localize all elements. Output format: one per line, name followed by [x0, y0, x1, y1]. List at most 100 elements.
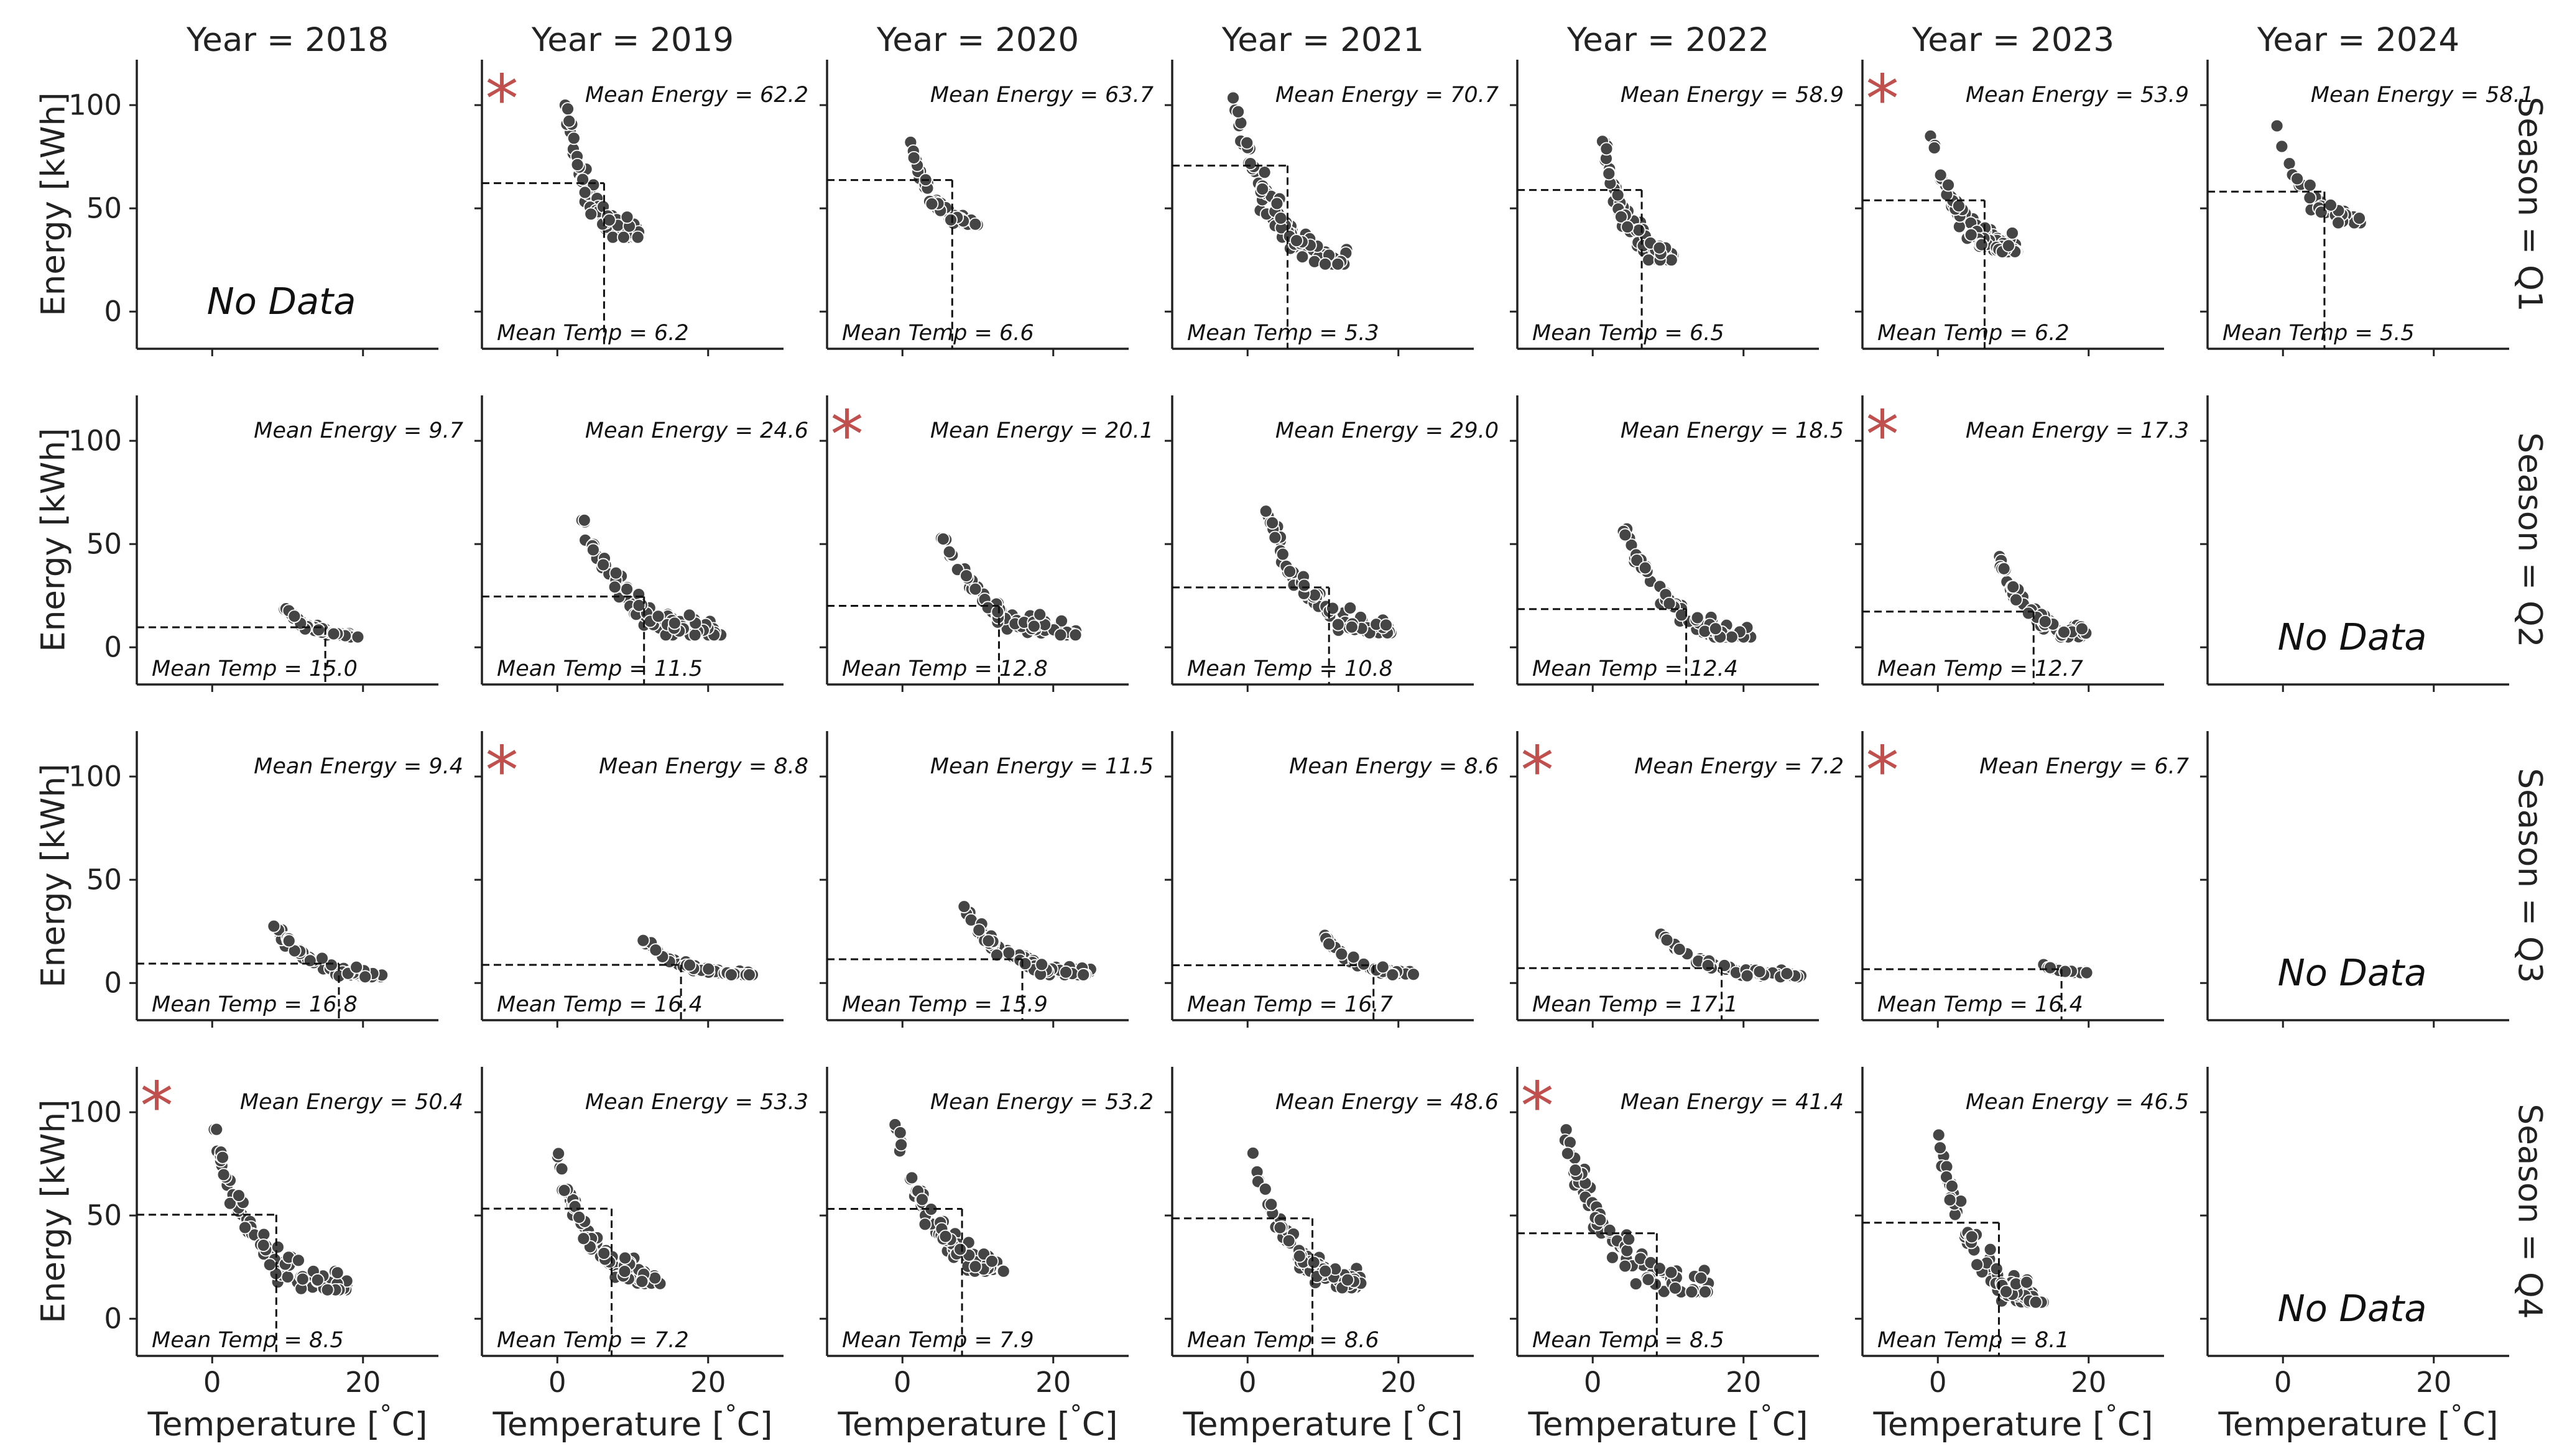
scatter-points — [1318, 928, 1420, 982]
scatter-point — [981, 934, 996, 948]
panel-2019-Q2: Mean Energy = 24.6 Mean Temp = 11.5 — [474, 395, 808, 692]
scatter-point — [636, 933, 650, 947]
scatter-point — [287, 609, 302, 624]
scatter-point — [683, 958, 696, 972]
x-axis-label: Temperature [°C] — [1873, 1400, 2153, 1444]
scatter-point — [1259, 504, 1273, 518]
scatter-point — [1698, 1285, 1712, 1299]
scatter-point — [2270, 119, 2284, 133]
mean-energy-label: Mean Energy = 8.8 — [599, 754, 808, 779]
mean-temp-label: Mean Temp = 16.8 — [152, 992, 358, 1017]
scatter-point — [1618, 1259, 1632, 1273]
scatter-point — [561, 102, 575, 116]
mean-energy-label: Mean Energy = 58.1 — [2311, 83, 2534, 108]
y-axis-label: Energy [kWh] — [35, 763, 73, 987]
scatter-point — [1002, 946, 1016, 960]
scatter-point — [701, 962, 716, 976]
highlight-star-icon: * — [1866, 397, 1899, 473]
x-tick-label: 20 — [2071, 1366, 2106, 1399]
scatter-point — [210, 1122, 224, 1136]
y-tick-label: 100 — [68, 1096, 122, 1129]
panel-2020-Q3: Mean Energy = 11.5 Mean Temp = 15.9 — [820, 731, 1154, 1028]
scatter-point — [2002, 239, 2015, 253]
y-axis-label: Energy [kWh] — [35, 428, 73, 652]
scatter-point — [1685, 1285, 1699, 1299]
scatter-point — [1053, 628, 1068, 642]
scatter-point — [620, 582, 634, 596]
scatter-point — [1033, 607, 1047, 622]
scatter-point — [617, 1265, 632, 1278]
scatter-points — [935, 531, 1083, 642]
scatter-point — [1694, 1271, 1708, 1285]
mean-energy-label: Mean Energy = 8.6 — [1289, 754, 1499, 779]
highlight-star-icon: * — [1521, 732, 1554, 809]
mean-energy-label: Mean Energy = 50.4 — [240, 1090, 463, 1115]
scatter-points — [1259, 504, 1398, 640]
mean-temp-label: Mean Temp = 17.1 — [1532, 992, 1738, 1017]
mean-temp-label: Mean Temp = 7.9 — [842, 1328, 1034, 1353]
scatter-point — [1652, 1261, 1667, 1276]
scatter-point — [577, 513, 591, 527]
scatter-point — [578, 185, 592, 200]
scatter-point — [915, 1192, 929, 1207]
column-title-2018: Year = 2018 — [186, 21, 389, 59]
scatter-point — [985, 1254, 999, 1268]
x-tick-label: 0 — [2274, 1366, 2292, 1399]
mean-temp-label: Mean Temp = 12.7 — [1877, 657, 2083, 681]
scatter-point — [1632, 223, 1646, 237]
y-tick-label: 50 — [86, 528, 122, 561]
scatter-point — [682, 608, 696, 622]
panel-2020-Q2: Mean Energy = 20.1 Mean Temp = 12.8 * — [820, 395, 1154, 692]
scatter-point — [1708, 622, 1723, 636]
scatter-point — [1630, 553, 1644, 568]
mean-temp-label: Mean Temp = 16.4 — [497, 992, 703, 1017]
scatter-points — [1596, 134, 1680, 267]
scatter-point — [1927, 141, 1941, 155]
scatter-point — [1068, 628, 1083, 642]
highlight-star-icon: * — [1866, 732, 1899, 809]
scatter-point — [596, 558, 610, 572]
x-tick-label: 0 — [1584, 1366, 1602, 1399]
scatter-point — [1076, 968, 1091, 982]
scatter-points — [277, 602, 366, 644]
mean-energy-label: Mean Energy = 9.4 — [254, 754, 463, 779]
row-title-Q1: Season = Q1 — [2511, 97, 2549, 312]
scatter-point — [1602, 167, 1616, 181]
scatter-point — [1246, 1146, 1260, 1160]
scatter-point — [1740, 969, 1754, 983]
row-title-Q4: Season = Q4 — [2511, 1104, 2549, 1319]
mean-energy-label: Mean Energy = 17.3 — [1966, 418, 2189, 443]
highlight-star-icon: * — [141, 1068, 173, 1145]
scatter-point — [557, 1183, 571, 1197]
scatter-point — [267, 919, 281, 933]
panel-2018-Q4: 0 50 100 0 20 Energy [kWh] Temperature [°C] Mea… — [35, 1067, 463, 1444]
mean-temp-label: Mean Temp = 12.4 — [1532, 657, 1738, 681]
scatter-point — [1270, 196, 1284, 211]
panel-2023-Q3: Mean Energy = 6.7 Mean Temp = 16.4 * — [1855, 731, 2189, 1028]
scatter-point — [1662, 596, 1677, 611]
scatter-point — [280, 1270, 295, 1284]
scatter-point — [1295, 250, 1310, 264]
scatter-point — [330, 1266, 345, 1280]
scatter-point — [555, 1162, 569, 1176]
mean-energy-label: Mean Energy = 63.7 — [930, 83, 1154, 108]
scatter-point — [1652, 241, 1667, 255]
scatter-point — [894, 1138, 909, 1152]
scatter-point — [1931, 1128, 1946, 1142]
panel-2021-Q3: Mean Energy = 8.6 Mean Temp = 16.7 — [1165, 731, 1499, 1028]
scatter-point — [918, 1217, 932, 1232]
scatter-point — [968, 217, 983, 231]
scatter-point — [271, 1240, 285, 1254]
scatter-point — [724, 968, 738, 982]
scatter-point — [1331, 617, 1345, 632]
highlight-star-icon: * — [1521, 1068, 1554, 1145]
scatter-point — [907, 150, 921, 165]
scatter-point — [586, 178, 601, 192]
scatter-points — [888, 1118, 1011, 1278]
scatter-point — [1231, 104, 1245, 119]
y-tick-label: 0 — [104, 967, 122, 1000]
scatter-point — [1055, 614, 1068, 628]
scatter-point — [1999, 1284, 2013, 1299]
panel-2022-Q1: Mean Energy = 58.9 Mean Temp = 6.5 — [1510, 60, 1844, 356]
